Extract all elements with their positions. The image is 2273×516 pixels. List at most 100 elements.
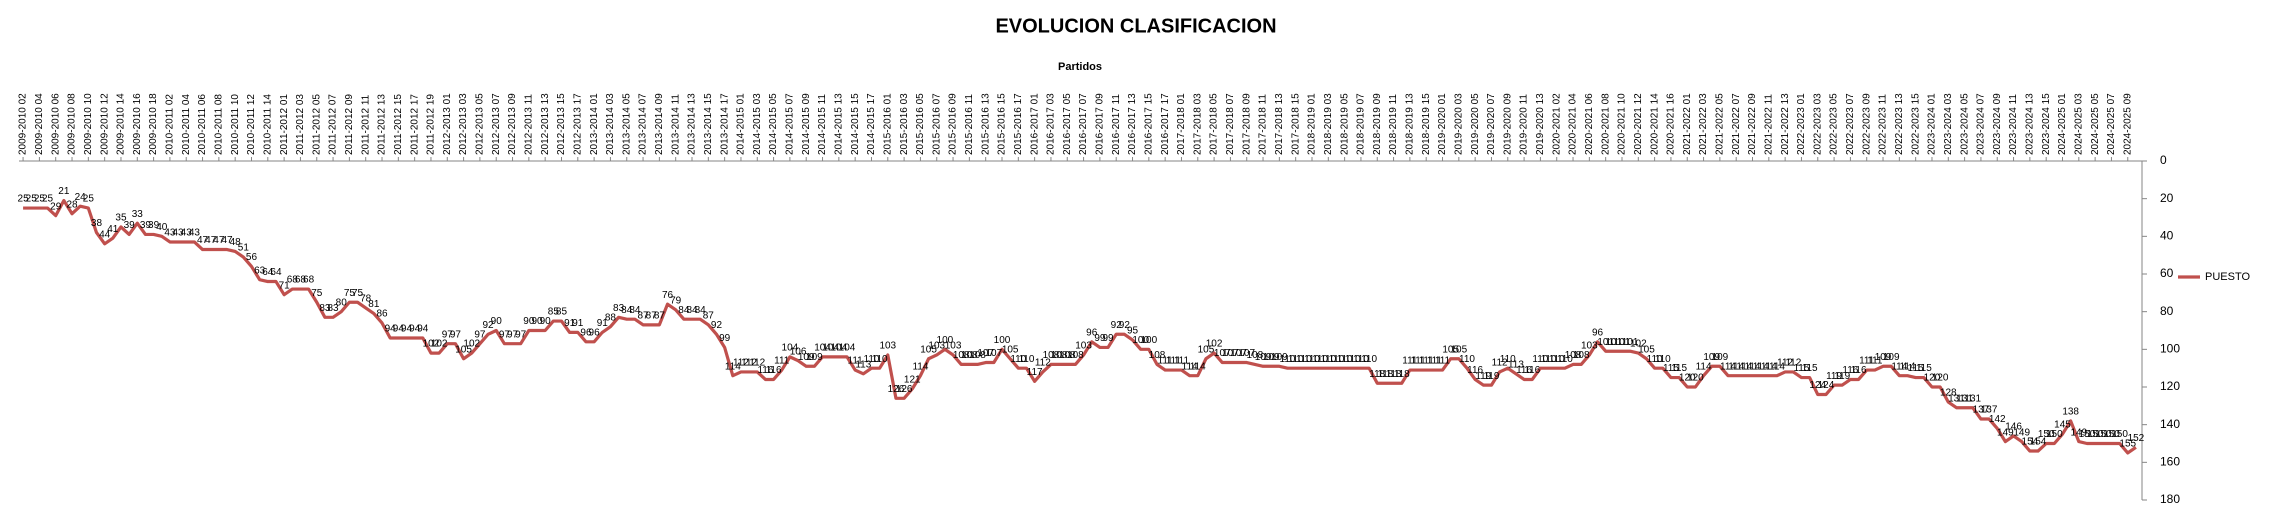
data-label: 111 xyxy=(1410,356,1426,367)
chart-title: EVOLUCION CLASIFICACION xyxy=(995,15,1276,37)
data-label: 97 xyxy=(499,329,511,340)
x-tick-label: 2024-2025 01 xyxy=(2057,93,2068,155)
data-label: 94 xyxy=(385,324,397,335)
y-tick-label: 40 xyxy=(2160,229,2174,243)
x-tick-label: 2018-2019 11 xyxy=(1388,94,1399,155)
x-tick-label: 2014-2015 03 xyxy=(752,93,763,155)
data-label: 121 xyxy=(904,375,921,386)
data-label: 112 xyxy=(1035,358,1051,369)
data-label: 108 xyxy=(1149,350,1166,361)
x-tick-label: 2010-2011 02 xyxy=(165,94,176,155)
data-label: 110 xyxy=(1345,354,1361,365)
x-tick-label: 2023-2024 03 xyxy=(1943,93,1954,155)
data-label: 114 xyxy=(1745,361,1761,372)
data-label: 114 xyxy=(1190,361,1206,372)
data-label: 110 xyxy=(1280,354,1296,365)
x-tick-label: 2011-2012 11 xyxy=(360,94,371,155)
data-label: 43 xyxy=(173,228,185,239)
data-label: 109 xyxy=(806,352,823,363)
data-label: 92 xyxy=(711,320,723,331)
data-label: 75 xyxy=(352,288,364,299)
y-tick-label: 120 xyxy=(2160,379,2180,393)
legend-label: PUESTO xyxy=(2205,271,2250,283)
data-label: 80 xyxy=(336,297,348,308)
x-tick-label: 2012-2013 15 xyxy=(556,93,567,155)
data-label: 87 xyxy=(646,310,658,321)
data-label: 104 xyxy=(822,343,839,354)
data-label: 111 xyxy=(1435,356,1451,367)
x-tick-label: 2014-2015 05 xyxy=(768,93,779,155)
data-label: 107 xyxy=(986,348,1003,359)
data-label: 150 xyxy=(2038,429,2055,440)
data-label: 64 xyxy=(270,267,282,278)
data-label: 78 xyxy=(360,294,372,305)
y-tick-label: 180 xyxy=(2160,492,2180,506)
x-tick-label: 2015-2016 05 xyxy=(915,93,926,155)
x-tick-label: 2014-2015 11 xyxy=(817,94,828,155)
data-label: 101 xyxy=(1614,337,1631,348)
data-label: 105 xyxy=(1002,344,1019,355)
data-label: 95 xyxy=(1127,326,1139,337)
data-label: 108 xyxy=(1247,350,1264,361)
x-tick-label: 2020-2021 02 xyxy=(1551,93,1562,155)
data-label: 105 xyxy=(1442,344,1459,355)
x-tick-label: 2020-2021 06 xyxy=(1584,93,1595,155)
data-label: 112 xyxy=(741,358,757,369)
data-label: 114 xyxy=(912,361,928,372)
x-tick-label: 2010-2011 06 xyxy=(197,94,208,155)
data-label: 149 xyxy=(2070,427,2087,438)
y-tick-label: 100 xyxy=(2160,342,2180,356)
data-label: 109 xyxy=(1271,352,1288,363)
data-label: 102 xyxy=(431,339,448,350)
x-tick-label: 2020-2021 16 xyxy=(1666,93,1677,155)
data-label: 110 xyxy=(864,354,880,365)
data-label: 100 xyxy=(994,335,1011,346)
x-tick-label: 2021-2022 13 xyxy=(1780,93,1791,155)
x-tick-label: 2017-2018 09 xyxy=(1241,93,1252,155)
x-tick-label: 2023-2024 15 xyxy=(2041,93,2052,155)
data-label: 112 xyxy=(1785,358,1801,369)
data-label: 47 xyxy=(221,235,233,246)
data-label: 109 xyxy=(1712,352,1729,363)
data-label: 112 xyxy=(1492,358,1508,369)
x-tick-label: 2016-2017 03 xyxy=(1046,93,1057,155)
x-tick-label: 2015-2016 03 xyxy=(899,93,910,155)
x-tick-label: 2016-2017 01 xyxy=(1029,93,1040,155)
data-label: 100 xyxy=(1140,335,1157,346)
y-tick-label: 80 xyxy=(2160,304,2174,318)
x-tick-label: 2018-2019 07 xyxy=(1356,93,1367,155)
x-tick-label: 2011-2012 05 xyxy=(311,94,322,155)
data-label: 104 xyxy=(839,343,856,354)
data-label: 112 xyxy=(749,358,765,369)
x-tick-label: 2019-2020 05 xyxy=(1470,93,1481,155)
x-tick-label: 2019-2020 03 xyxy=(1453,93,1464,155)
data-label: 120 xyxy=(1932,373,1949,384)
data-label: 84 xyxy=(621,305,633,316)
data-label: 25 xyxy=(26,194,38,205)
x-tick-label: 2013-2014 11 xyxy=(670,94,681,155)
data-label: 111 xyxy=(848,356,864,367)
data-label: 47 xyxy=(197,235,209,246)
x-tick-label: 2022-2023 09 xyxy=(1861,93,1872,155)
data-label: 102 xyxy=(1630,339,1647,350)
data-label: 108 xyxy=(961,350,978,361)
data-label: 38 xyxy=(91,218,103,229)
data-label: 41 xyxy=(107,224,119,235)
x-tick-label: 2021-2022 07 xyxy=(1731,93,1742,155)
x-tick-label: 2010-2011 04 xyxy=(181,94,192,155)
data-label: 108 xyxy=(969,350,986,361)
x-tick-label: 2009-2010 08 xyxy=(67,93,78,155)
data-label: 110 xyxy=(1647,354,1663,365)
data-label: 115 xyxy=(1916,363,1932,374)
data-label: 47 xyxy=(205,235,217,246)
data-label: 92 xyxy=(483,320,495,331)
data-label: 115 xyxy=(1908,363,1924,374)
x-tick-label: 2015-2016 11 xyxy=(964,94,975,155)
x-tick-label: 2011-2012 09 xyxy=(344,94,355,155)
data-label: 103 xyxy=(945,341,962,352)
data-label: 150 xyxy=(2095,429,2112,440)
x-tick-label: 2011-2012 01 xyxy=(279,94,290,155)
data-label: 116 xyxy=(766,365,782,376)
data-label: 106 xyxy=(790,346,807,357)
x-tick-label: 2020-2021 04 xyxy=(1568,93,1579,155)
